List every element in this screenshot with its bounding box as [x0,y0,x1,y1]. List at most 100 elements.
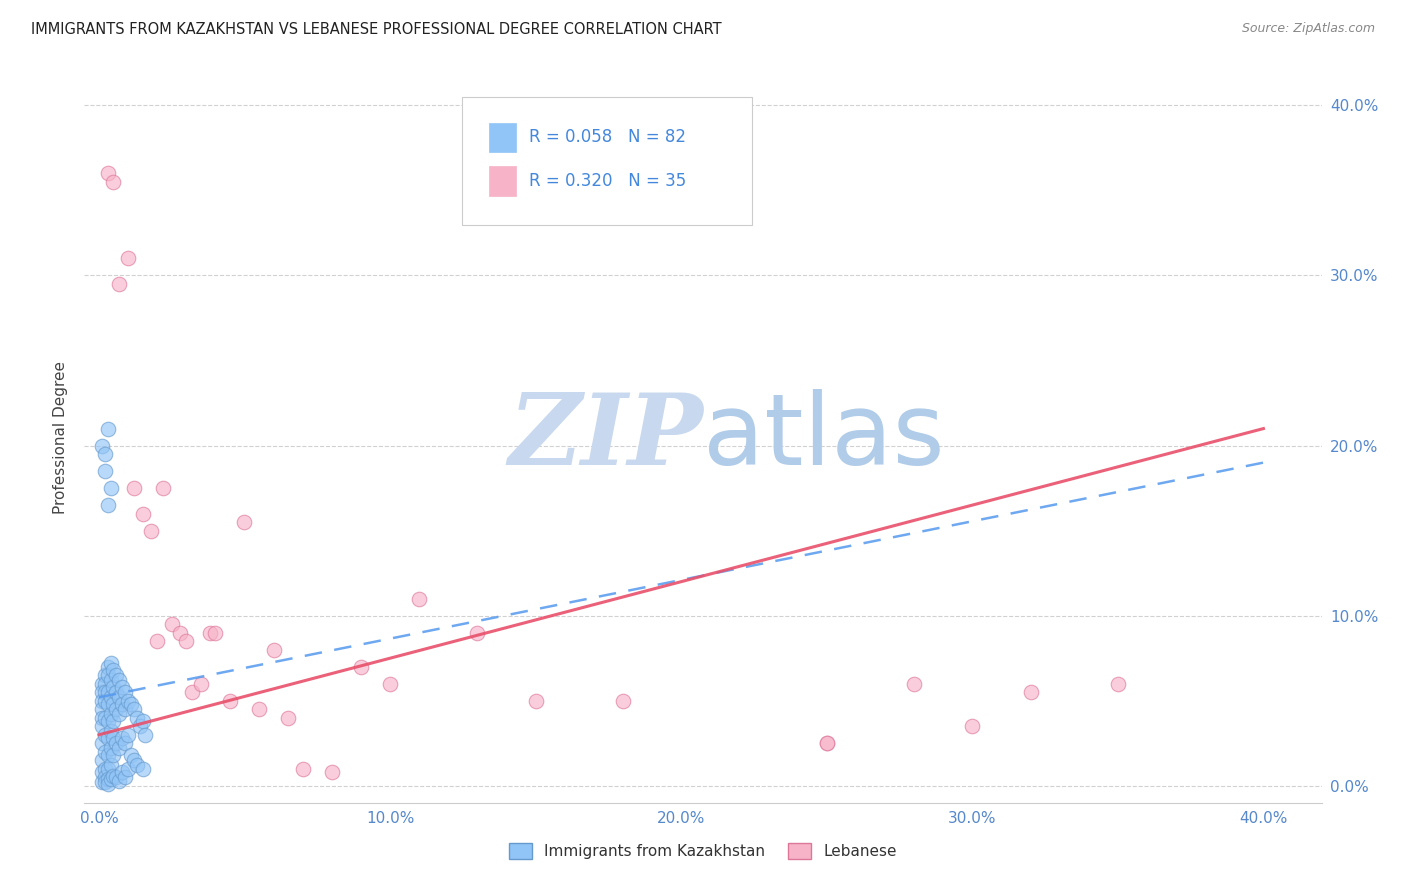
Point [90,694,112,708]
Point [103,680,125,694]
Point [93,677,115,691]
Bar [489,122,516,152]
Text: IMMIGRANTS FROM KAZAKHSTAN VS LEBANESE PROFESSIONAL DEGREE CORRELATION CHART: IMMIGRANTS FROM KAZAKHSTAN VS LEBANESE P… [31,22,721,37]
Point [219,694,242,708]
Point [134,728,156,742]
Point [122,753,145,767]
Point [100,724,122,739]
Point [350,659,373,673]
Point [117,694,139,708]
Point [108,707,131,722]
Point [105,736,128,750]
Point [114,702,136,716]
Point [97,659,120,673]
Point [141,524,163,538]
Point [117,762,139,776]
Point [111,765,134,780]
Point [105,702,128,716]
Point [815,736,838,750]
Point [1019,685,1042,699]
Point [103,175,125,189]
Point [100,741,122,756]
Point [90,775,112,789]
Point [160,617,183,632]
Point [100,690,122,705]
Point [114,685,136,699]
Point [90,765,112,780]
Point [93,775,115,789]
Point [117,728,139,742]
Point [152,481,174,495]
Point [97,748,120,763]
Point [103,731,125,746]
Point [408,591,430,606]
Point [181,685,204,699]
Point [114,770,136,784]
Point [97,421,120,435]
Point [93,728,115,742]
Point [111,697,134,711]
Point [97,697,120,711]
Point [93,447,115,461]
Point [103,714,125,728]
Text: atlas: atlas [703,389,945,485]
Point [90,677,112,691]
Point [100,481,122,495]
Y-axis label: Professional Degree: Professional Degree [53,360,69,514]
Point [108,690,131,705]
Point [97,772,120,786]
Point [1107,677,1129,691]
Point [108,741,131,756]
Point [100,657,122,671]
Point [100,707,122,722]
Legend: Immigrants from Kazakhstan, Lebanese: Immigrants from Kazakhstan, Lebanese [503,837,903,865]
Point [174,634,197,648]
Point [97,498,120,512]
Point [146,634,169,648]
Bar [489,167,516,195]
Point [103,663,125,677]
Point [247,702,270,716]
Text: R = 0.058   N = 82: R = 0.058 N = 82 [529,128,686,146]
Point [100,673,122,688]
Point [105,770,128,784]
Point [125,711,148,725]
Point [131,762,153,776]
Point [103,748,125,763]
Point [378,677,401,691]
Point [467,625,489,640]
Point [263,642,285,657]
Point [111,680,134,694]
Point [612,694,634,708]
Point [90,711,112,725]
Point [105,668,128,682]
Text: R = 0.320   N = 35: R = 0.320 N = 35 [529,172,686,190]
Point [90,702,112,716]
Point [97,685,120,699]
Point [103,768,125,782]
Point [93,770,115,784]
Point [90,719,112,733]
Point [93,711,115,725]
Point [90,736,112,750]
Point [125,758,148,772]
Point [93,685,115,699]
Point [93,668,115,682]
Text: ZIP: ZIP [508,389,703,485]
Point [122,481,145,495]
Point [97,668,120,682]
Text: Source: ZipAtlas.com: Source: ZipAtlas.com [1241,22,1375,36]
Point [93,464,115,478]
Point [90,439,112,453]
Point [90,685,112,699]
FancyBboxPatch shape [461,97,752,225]
Point [97,731,120,746]
Point [903,677,925,691]
Point [233,515,256,529]
Point [962,719,984,733]
Point [117,252,139,266]
Point [100,758,122,772]
Point [277,711,299,725]
Point [100,772,122,786]
Point [93,694,115,708]
